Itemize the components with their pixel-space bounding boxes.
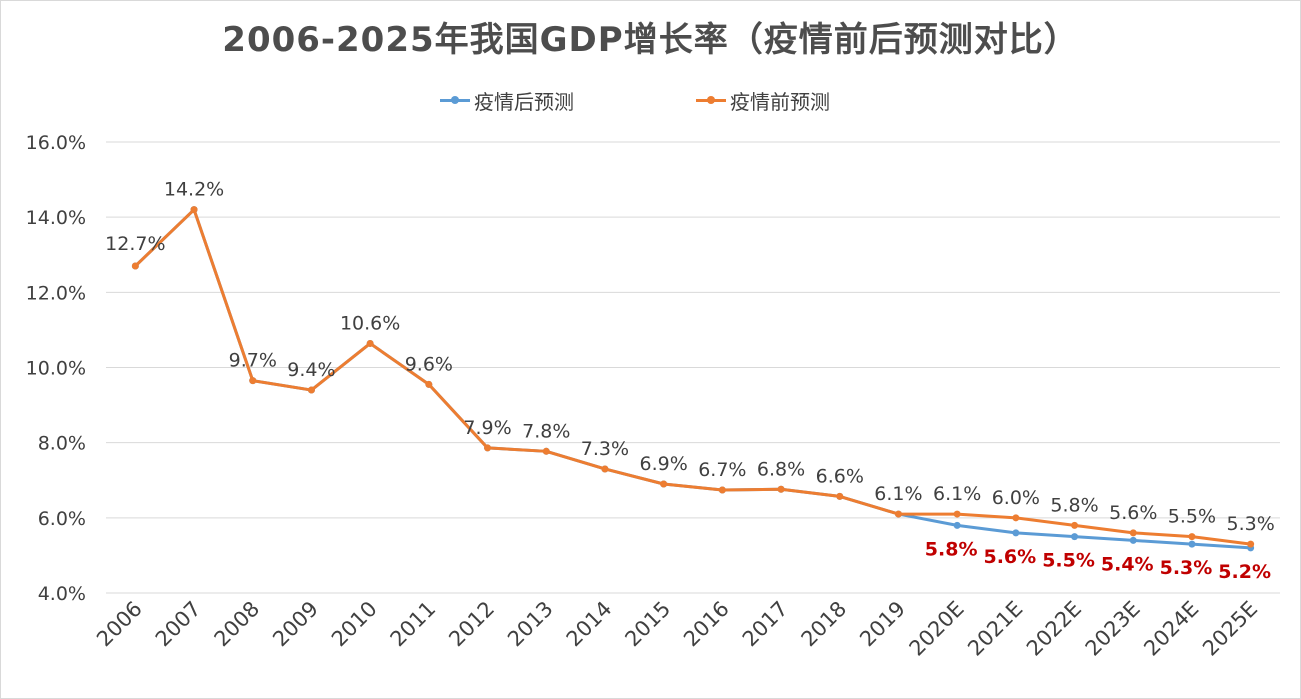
- y-tick-label: 4.0%: [38, 583, 86, 605]
- data-point-1: [1188, 533, 1196, 541]
- x-tick-label: 2025E: [1198, 597, 1262, 661]
- data-point-0: [953, 521, 961, 529]
- data-label-pre: 14.2%: [164, 179, 224, 201]
- data-point-1: [425, 380, 433, 388]
- data-label-pre: 6.6%: [816, 465, 864, 487]
- data-point-0: [1071, 533, 1079, 541]
- data-label-pre: 6.1%: [933, 483, 981, 505]
- y-tick-label: 10.0%: [26, 358, 86, 380]
- data-point-1: [660, 480, 668, 488]
- data-point-1: [484, 444, 492, 452]
- data-label-pre: 5.8%: [1050, 494, 1098, 516]
- data-point-1: [894, 510, 902, 518]
- data-label-post: 5.2%: [1218, 561, 1271, 583]
- data-label-pre: 5.3%: [1227, 513, 1275, 535]
- data-point-1: [249, 377, 257, 385]
- data-point-1: [307, 386, 315, 394]
- data-label-pre: 9.6%: [405, 353, 453, 375]
- y-tick-label: 6.0%: [38, 508, 86, 530]
- data-point-0: [1012, 529, 1020, 537]
- x-tick-label: 2012: [444, 597, 499, 652]
- data-point-1: [542, 447, 550, 455]
- y-tick-label: 8.0%: [38, 433, 86, 455]
- data-point-1: [953, 510, 961, 518]
- data-point-1: [836, 492, 844, 500]
- data-label-pre: 6.0%: [992, 487, 1040, 509]
- data-point-1: [601, 465, 609, 473]
- data-label-pre: 6.7%: [698, 459, 746, 481]
- data-point-1: [1071, 521, 1079, 529]
- data-point-1: [777, 485, 785, 493]
- y-tick-label: 14.0%: [26, 207, 86, 229]
- data-point-1: [1247, 540, 1255, 548]
- legend-marker-orange: [707, 96, 715, 104]
- x-tick-label: 2011: [386, 597, 441, 652]
- data-point-1: [131, 262, 139, 270]
- data-label-post: 5.8%: [925, 538, 978, 560]
- x-tick-label: 2021E: [963, 597, 1027, 661]
- x-tick-label: 2015: [620, 597, 675, 652]
- data-label-pre: 6.8%: [757, 458, 805, 480]
- data-point-0: [1129, 536, 1137, 544]
- x-tick-label: 2009: [268, 597, 323, 652]
- y-tick-label: 12.0%: [26, 282, 86, 304]
- legend-label-post-epidemic: 疫情后预测: [474, 90, 574, 114]
- x-tick-label: 2007: [151, 597, 206, 652]
- x-tick-label: 2017: [738, 597, 793, 652]
- x-tick-label: 2006: [92, 597, 147, 652]
- data-point-0: [1188, 540, 1196, 548]
- x-tick-label: 2014: [562, 597, 617, 652]
- data-label-post: 5.6%: [983, 546, 1036, 568]
- series-line-1: [134, 208, 1251, 546]
- data-label-pre: 9.4%: [287, 359, 335, 381]
- legend-label-pre-epidemic: 疫情前预测: [730, 90, 830, 114]
- data-label-pre: 5.6%: [1109, 502, 1157, 524]
- data-label-pre: 9.7%: [229, 350, 277, 372]
- data-point-1: [366, 339, 374, 347]
- data-label-post: 5.3%: [1160, 557, 1213, 579]
- data-label-pre: 5.5%: [1168, 506, 1216, 528]
- data-label-pre: 6.9%: [640, 453, 688, 475]
- x-tick-label: 2024E: [1139, 597, 1203, 661]
- x-tick-label: 2023E: [1081, 597, 1145, 661]
- x-tick-label: 2008: [210, 597, 265, 652]
- x-tick-label: 2020E: [905, 597, 969, 661]
- x-tick-label: 2010: [327, 597, 382, 652]
- data-point-1: [1012, 514, 1020, 522]
- data-label-pre: 7.3%: [581, 438, 629, 460]
- legend-marker-blue: [451, 96, 459, 104]
- data-label-pre: 6.1%: [874, 483, 922, 505]
- data-label-pre: 10.6%: [340, 312, 400, 334]
- x-tick-label: 2019: [855, 597, 910, 652]
- data-label-pre: 7.9%: [463, 417, 511, 439]
- data-label-pre: 7.8%: [522, 420, 570, 442]
- chart-title: 2006-2025年我国GDP增长率（疫情前后预测对比）: [222, 20, 1079, 60]
- x-tick-label: 2022E: [1022, 597, 1086, 661]
- data-point-1: [190, 206, 198, 214]
- data-point-1: [1129, 529, 1137, 537]
- data-point-1: [718, 486, 726, 494]
- data-label-post: 5.5%: [1042, 550, 1095, 572]
- x-tick-label: 2013: [503, 597, 558, 652]
- x-tick-label: 2016: [679, 597, 734, 652]
- data-label-post: 5.4%: [1101, 553, 1154, 575]
- y-tick-label: 16.0%: [26, 132, 86, 154]
- data-label-pre: 12.7%: [105, 233, 165, 255]
- x-tick-label: 2018: [797, 597, 852, 652]
